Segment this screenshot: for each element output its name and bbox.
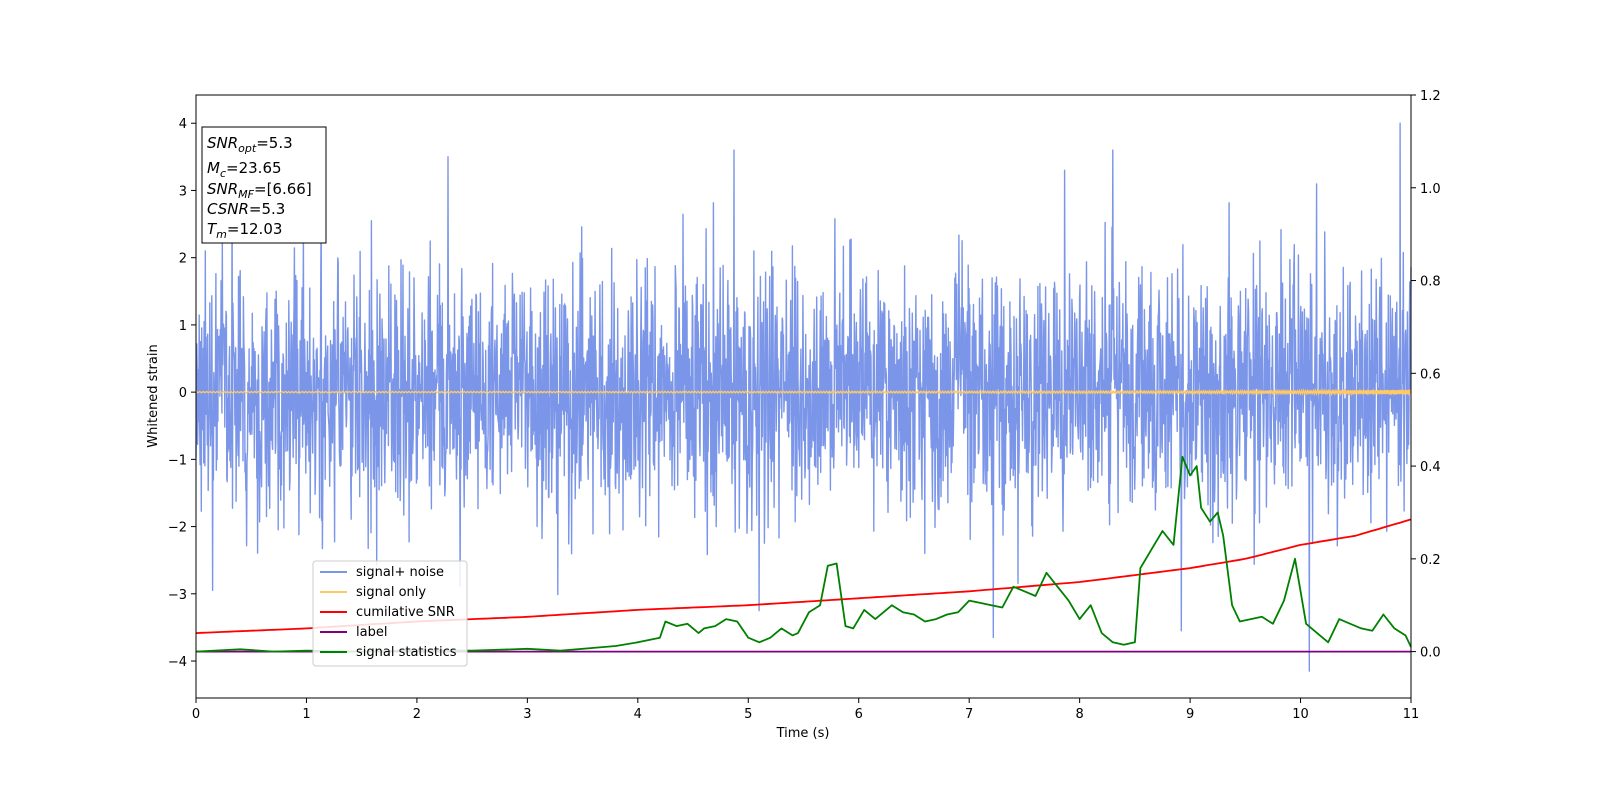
y-left-tick-label: −3 bbox=[168, 588, 187, 603]
y-axis-right: 1.2 1.0 0.8 0.6 0.4 0.2 0.0 bbox=[1411, 89, 1441, 661]
y-right-tick-label: 1.0 bbox=[1420, 182, 1441, 197]
signal-noise-line bbox=[195, 122, 1412, 672]
y-right-tick-label: 0.2 bbox=[1420, 553, 1441, 568]
x-tick-label: 7 bbox=[965, 707, 973, 722]
legend-frame bbox=[312, 560, 468, 667]
y-right-tick-label: 0.4 bbox=[1420, 460, 1441, 475]
x-axis: 0 1 2 3 4 5 6 7 8 9 10 11 bbox=[192, 698, 1419, 722]
x-tick-label: 5 bbox=[744, 707, 752, 722]
annotation-tm: Tm=12.03 bbox=[207, 220, 282, 241]
y-left-tick-label: 2 bbox=[179, 252, 187, 267]
x-tick-label: 10 bbox=[1292, 707, 1309, 722]
y-right-tick-label: 1.2 bbox=[1420, 89, 1441, 104]
legend-label-label: label bbox=[356, 625, 387, 640]
y-left-tick-label: 3 bbox=[179, 184, 187, 199]
series-signal-noise bbox=[195, 122, 1412, 672]
y-left-tick-label: −4 bbox=[168, 655, 187, 670]
x-tick-label: 4 bbox=[634, 707, 642, 722]
annotation-csnr: CSNR=5.3 bbox=[207, 200, 285, 218]
y-right-tick-label: 0.6 bbox=[1420, 367, 1441, 382]
annotation-frame bbox=[201, 126, 327, 244]
annotation-box: SNRopt=5.3 Mc=23.65 SNRMF=[6.66] CSNR=5.… bbox=[201, 126, 327, 244]
legend: signal+ noise signal only cumilative SNR… bbox=[312, 560, 468, 667]
x-tick-label: 11 bbox=[1403, 707, 1420, 722]
y-left-tick-label: 0 bbox=[179, 386, 187, 401]
x-tick-label: 3 bbox=[523, 707, 531, 722]
legend-label-signal-noise: signal+ noise bbox=[356, 565, 444, 580]
series-signal-only bbox=[195, 387, 1412, 397]
signal-only-line bbox=[195, 387, 1412, 397]
y-left-tick-label: 1 bbox=[179, 319, 187, 334]
y-left-tick-label: 4 bbox=[179, 117, 187, 132]
y-left-tick-label: −2 bbox=[168, 521, 187, 536]
legend-label-signal-statistics: signal statistics bbox=[356, 645, 457, 660]
annotation-mc: Mc=23.65 bbox=[207, 159, 282, 180]
x-tick-label: 9 bbox=[1186, 707, 1194, 722]
legend-label-signal-only: signal only bbox=[356, 585, 426, 600]
x-tick-label: 8 bbox=[1075, 707, 1083, 722]
y-left-tick-label: −1 bbox=[168, 453, 187, 468]
y-axis-label: Whitened strain bbox=[146, 344, 161, 447]
signal-statistics-line bbox=[195, 455, 1412, 653]
annotation-snr-opt: SNRopt=5.3 bbox=[207, 134, 293, 155]
x-tick-label: 0 bbox=[192, 707, 200, 722]
x-tick-label: 6 bbox=[855, 707, 863, 722]
x-tick-label: 1 bbox=[302, 707, 310, 722]
y-axis-left: 4 3 2 1 0 −1 −2 −3 −4 bbox=[168, 117, 196, 670]
y-right-tick-label: 0.8 bbox=[1420, 275, 1441, 290]
annotation-snr-mf: SNRMF=[6.66] bbox=[207, 180, 312, 201]
x-tick-label: 2 bbox=[413, 707, 421, 722]
legend-label-cumulative-snr: cumilative SNR bbox=[356, 605, 455, 620]
y-right-tick-label: 0.0 bbox=[1420, 646, 1441, 661]
plot-frame bbox=[195, 94, 1412, 699]
x-axis-label: Time (s) bbox=[776, 726, 830, 741]
